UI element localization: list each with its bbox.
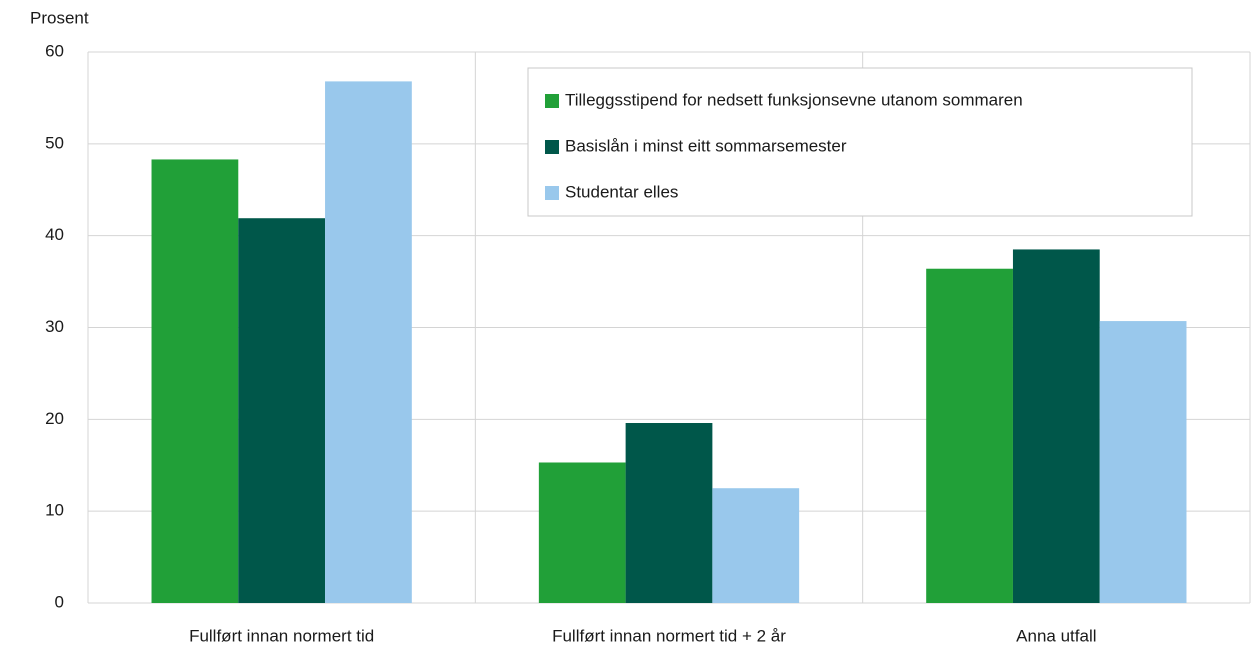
bar xyxy=(712,488,800,603)
x-tick-label: Anna utfall xyxy=(1016,626,1096,645)
y-tick-label: 0 xyxy=(55,592,64,611)
y-axis-label: Prosent xyxy=(30,8,89,27)
legend-label: Tilleggsstipend for nedsett funksjonsevn… xyxy=(565,90,1023,109)
legend-label: Studentar elles xyxy=(565,182,678,201)
legend-swatch xyxy=(545,140,559,154)
y-tick-label: 40 xyxy=(45,225,64,244)
bar xyxy=(1099,321,1187,603)
y-tick-label: 20 xyxy=(45,409,64,428)
y-tick-label: 10 xyxy=(45,501,64,520)
legend-label: Basislån i minst eitt sommarsemester xyxy=(565,136,847,155)
bar xyxy=(238,218,326,604)
legend-box xyxy=(527,67,1193,217)
y-tick-label: 50 xyxy=(45,133,64,152)
bar xyxy=(625,423,713,603)
bar xyxy=(926,268,1013,603)
bar xyxy=(151,159,239,603)
x-tick-label: Fullført innan normert tid + 2 år xyxy=(552,626,786,645)
x-tick-label: Fullført innan normert tid xyxy=(189,626,374,645)
y-tick-label: 60 xyxy=(45,41,64,60)
legend-swatch xyxy=(545,186,559,200)
bar xyxy=(1012,249,1100,604)
bar xyxy=(325,81,412,604)
bar xyxy=(538,462,626,603)
y-tick-label: 30 xyxy=(45,317,64,336)
legend-swatch xyxy=(545,94,559,108)
